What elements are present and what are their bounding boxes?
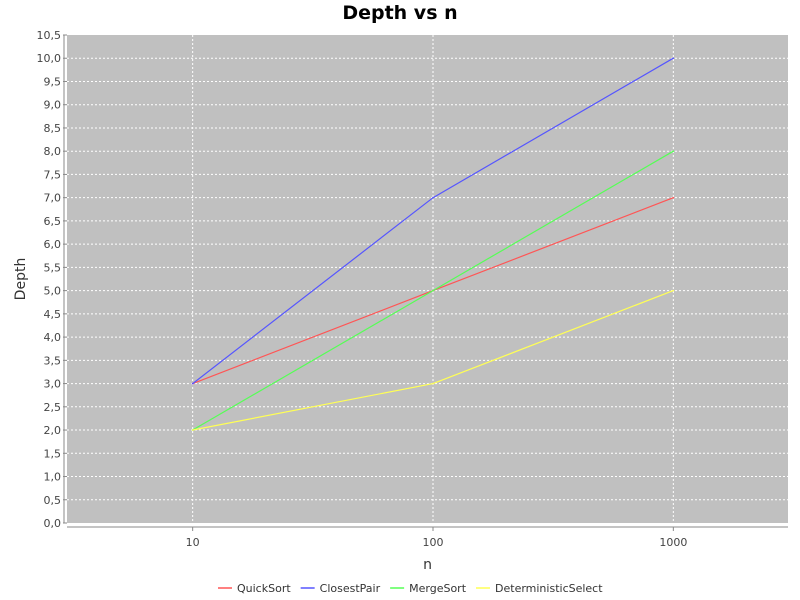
data-point-closestpair [191, 382, 194, 385]
y-tick-label: 2,5 [44, 401, 62, 414]
y-tick-label: 6,5 [44, 215, 62, 228]
x-tick-label: 100 [422, 536, 443, 549]
y-axis-label: Depth [13, 258, 29, 301]
y-tick-label: 3,0 [44, 378, 62, 391]
data-point-deterministicselect [672, 289, 675, 292]
data-point-mergesort [432, 289, 434, 292]
y-tick-label: 7,0 [44, 192, 62, 205]
legend-label-deterministicselect: DeterministicSelect [495, 582, 603, 595]
y-tick-label: 9,0 [44, 99, 62, 112]
data-point-deterministicselect [191, 429, 194, 431]
x-tick-label: 10 [186, 536, 200, 549]
chart-title: Depth vs n [342, 2, 458, 24]
y-tick-label: 2,0 [44, 424, 62, 437]
y-tick-label: 0,5 [44, 494, 62, 507]
legend-label-mergesort: MergeSort [409, 582, 467, 595]
y-tick-label: 10,5 [37, 29, 62, 42]
y-tick-label: 8,0 [44, 145, 62, 158]
y-tick-label: 1,5 [44, 447, 62, 460]
y-tick-label: 6,0 [44, 238, 62, 251]
y-tick-label: 8,5 [44, 122, 62, 135]
plot-area [67, 35, 788, 523]
y-tick-label: 4,5 [44, 308, 62, 321]
y-tick-label: 4,0 [44, 331, 62, 344]
y-tick-label: 10,0 [37, 52, 62, 65]
legend-label-closestpair: ClosestPair [320, 582, 381, 595]
y-tick-label: 0,0 [44, 517, 62, 530]
data-point-quicksort [672, 196, 675, 199]
y-tick-label: 5,0 [44, 285, 62, 298]
y-tick-label: 7,5 [44, 168, 62, 181]
legend-label-quicksort: QuickSort [237, 582, 291, 595]
y-tick-label: 1,0 [44, 471, 62, 484]
y-tick-label: 3,5 [44, 354, 62, 367]
data-point-mergesort [672, 150, 675, 152]
x-axis-label: n [423, 557, 432, 573]
data-point-closestpair [672, 57, 675, 60]
x-tick-label: 1000 [659, 536, 687, 549]
data-point-deterministicselect [432, 382, 434, 385]
y-tick-label: 9,5 [44, 75, 62, 88]
y-tick-label: 5,5 [44, 261, 62, 274]
data-point-closestpair [432, 196, 434, 199]
